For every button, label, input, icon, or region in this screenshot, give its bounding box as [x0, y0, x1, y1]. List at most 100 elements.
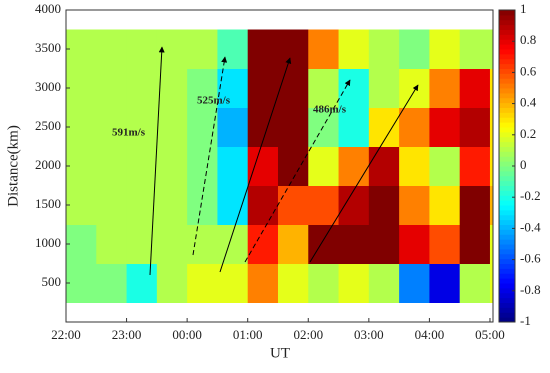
colorbar-segment [499, 205, 515, 211]
heatmap-cell [217, 29, 249, 69]
colorbar-segment [499, 39, 515, 45]
colorbar-segment [499, 258, 515, 264]
heatmap-cell [368, 29, 400, 69]
colorbar-segment [499, 112, 515, 118]
heatmap-cell [96, 107, 128, 147]
heatmap-cell [217, 107, 249, 147]
colorbar-segment [499, 117, 515, 123]
heatmap-cell [187, 224, 218, 264]
heatmap-cell [459, 29, 491, 69]
colorbar-segment [499, 209, 515, 216]
heatmap-cell [96, 29, 128, 69]
heatmap-cell [66, 224, 97, 264]
colorbar-segment [499, 180, 515, 186]
colorbar-segment [499, 195, 515, 201]
heatmap-cell [429, 224, 461, 264]
heatmap-cell [126, 185, 158, 225]
heatmap-cell [489, 107, 493, 147]
x-tick-label: 22:00 [51, 327, 81, 342]
heatmap-cell [126, 29, 158, 69]
colorbar-segment [499, 292, 515, 299]
heatmap-cell [277, 146, 309, 186]
y-axis-label: Distance(km) [5, 125, 21, 207]
x-tick-label: 23:00 [112, 327, 142, 342]
colorbar-segment [499, 219, 515, 225]
heatmap-cell [338, 263, 370, 303]
heatmap-cell [156, 224, 188, 264]
colorbar-segment [499, 44, 515, 50]
colorbar-tick-label: 0.8 [520, 32, 536, 47]
heatmap-cell [126, 146, 158, 186]
heatmap-cell [399, 224, 430, 264]
colorbar-segment [499, 185, 515, 191]
colorbar-segment [499, 273, 515, 279]
heatmap-cell [399, 185, 430, 225]
heatmap-cell [308, 224, 340, 264]
heatmap-cell [247, 146, 279, 186]
colorbar-segment [499, 24, 515, 30]
heatmap-cell [459, 68, 491, 108]
colorbar-segment [499, 239, 515, 245]
heatmap-cell [368, 146, 400, 186]
colorbar-segment [499, 107, 515, 113]
colorbar-tick-label: 0 [520, 157, 527, 172]
heatmap-cell [126, 263, 158, 303]
annotation: 591m/s [112, 127, 146, 139]
colorbar-segment [499, 78, 515, 84]
colorbar-segment [499, 253, 515, 260]
colorbar-tick-label: 0.2 [520, 126, 536, 141]
colorbar-tick-label: 0.6 [520, 63, 537, 78]
heatmap-cell [429, 29, 461, 69]
heatmap-cell [459, 107, 491, 147]
colorbar-tick-label: -0.4 [520, 219, 541, 234]
heatmap-cell [489, 68, 493, 108]
heatmap-cell [429, 68, 461, 108]
colorbar-segment [499, 268, 515, 274]
colorbar-segment [499, 68, 515, 74]
heatmap-cell [489, 185, 493, 225]
heatmap-cell [217, 224, 249, 264]
heatmap-cell [66, 107, 97, 147]
colorbar-segment [499, 151, 515, 157]
colorbar-segment [499, 102, 515, 108]
heatmap-cell [368, 185, 400, 225]
heatmap-cell [126, 68, 158, 108]
colorbar-segment [499, 29, 515, 35]
colorbar-segment [499, 287, 515, 294]
arrow [192, 56, 228, 256]
arrow [244, 79, 351, 263]
heatmap-cell [187, 29, 218, 69]
heatmap-cell [338, 185, 370, 225]
colorbar-segment [499, 175, 515, 182]
colorbar-segment [499, 244, 515, 250]
heatmap-cell [277, 185, 309, 225]
y-tick-label: 500 [42, 274, 62, 289]
heatmap-cell [96, 68, 128, 108]
colorbar-segment [499, 190, 515, 196]
colorbar-segment [499, 10, 515, 16]
colorbar-segment [499, 248, 515, 255]
heatmap-cell [247, 29, 279, 69]
heatmap-cell [126, 107, 158, 147]
heatmap-cell [277, 263, 309, 303]
heatmap-cell [187, 185, 218, 225]
colorbar-segment [499, 312, 515, 318]
heatmap-cell [489, 146, 493, 186]
colorbar-segment [499, 283, 515, 289]
colorbar-segment [499, 166, 515, 172]
heatmap-cell [187, 68, 218, 108]
x-tick-label: 00:00 [172, 327, 202, 342]
colorbar-segment [499, 234, 515, 240]
arrow [149, 46, 165, 276]
x-tick-label: 01:00 [233, 327, 263, 342]
heatmap-cell [429, 185, 461, 225]
heatmap-cell [217, 146, 249, 186]
heatmap-cell [187, 107, 218, 147]
heatmap-cell [156, 68, 188, 108]
arrow [219, 57, 292, 273]
annotation: 486m/s [313, 104, 347, 116]
colorbar-segment [499, 278, 515, 284]
heatmap-cell [277, 107, 309, 147]
heatmap-cell [459, 263, 491, 303]
colorbar-tick-label: 0.4 [520, 95, 537, 110]
